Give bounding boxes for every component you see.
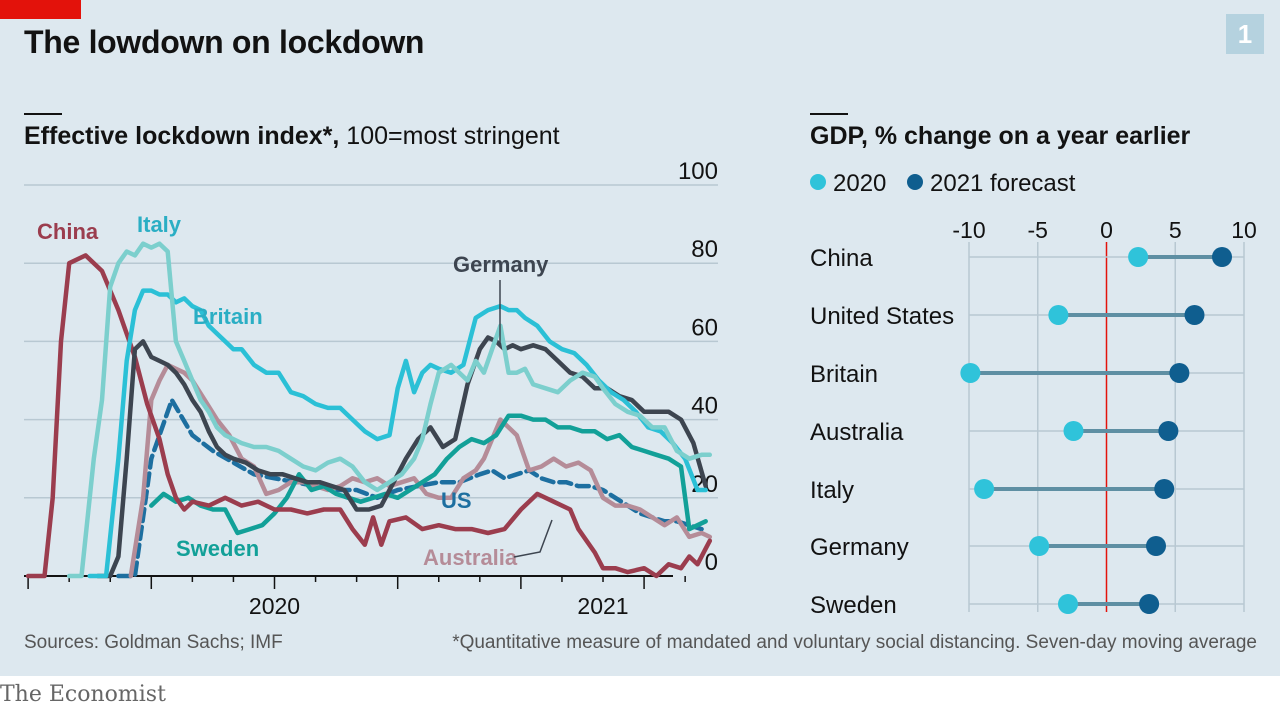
left-chart-title-bold: Effective lockdown index*, (24, 122, 340, 150)
series-line-sweden (149, 413, 708, 536)
brand-logo: The Economist (0, 682, 166, 707)
x-year-label: 2020 (249, 593, 300, 619)
australia-leader-line (513, 519, 553, 558)
category-label: United States (810, 303, 954, 330)
dot-2021-forecast (1158, 421, 1179, 441)
legend-2020-label: 2020 (833, 170, 886, 197)
x-tick-label: -10 (952, 217, 985, 243)
dot-2020 (1048, 305, 1069, 325)
y-tick-label: 60 (691, 314, 718, 341)
footnote: *Quantitative measure of mandated and vo… (452, 632, 1257, 653)
left-chart-title-rest: 100=most stringent (339, 122, 560, 150)
dot-2020 (960, 363, 981, 383)
dot-2021-forecast (1169, 363, 1190, 383)
series-line-britain (87, 288, 708, 579)
chart-number-badge: 1 (1226, 14, 1264, 54)
dot-2021-forecast (1154, 479, 1175, 499)
series-label-germany: Germany (453, 252, 549, 277)
dot-2021-forecast (1146, 536, 1166, 556)
legend-2021-label: 2021 forecast (930, 170, 1076, 197)
dot-2020 (1063, 421, 1084, 441)
series-line-china (25, 253, 713, 579)
series-label-britain: Britain (193, 304, 263, 329)
category-label: Italy (810, 477, 854, 504)
left-chart-title: Effective lockdown index*, 100=most stri… (24, 122, 560, 151)
chart-panel (0, 0, 1280, 676)
brand-red-bar (0, 0, 81, 19)
y-tick-label: 0 (705, 549, 718, 576)
category-label: Germany (810, 534, 909, 561)
category-label: China (810, 245, 873, 272)
category-label: Sweden (810, 592, 897, 619)
category-label: Britain (810, 361, 878, 388)
x-tick-label: 5 (1169, 217, 1182, 243)
category-label: Australia (810, 419, 904, 446)
y-tick-label: 40 (691, 393, 718, 420)
y-tick-label: 80 (691, 236, 718, 263)
dot-2020 (1128, 247, 1149, 267)
dot-2021-forecast (1212, 247, 1232, 267)
series-label-sweden: Sweden (176, 536, 259, 561)
right-chart-title: GDP, % change on a year earlier (810, 122, 1191, 150)
dot-2021-forecast (1184, 305, 1205, 325)
legend-2020-dot (810, 174, 826, 190)
page-title: The lowdown on lockdown (24, 24, 425, 60)
legend-2021-dot (907, 174, 923, 190)
dot-2020 (1029, 536, 1050, 556)
y-tick-label: 100 (678, 158, 718, 185)
series-line-italy (66, 241, 713, 579)
series-line-germany (95, 335, 708, 579)
series-label-china: China (37, 219, 99, 244)
dot-2020 (974, 479, 995, 499)
dot-2020 (1058, 594, 1078, 614)
right-title-rule (810, 113, 848, 115)
sources-note: Sources: Goldman Sachs; IMF (24, 632, 283, 653)
x-tick-label: 0 (1100, 217, 1113, 243)
series-label-australia: Australia (423, 545, 518, 570)
series-label-us: US (441, 488, 472, 513)
x-year-label: 2021 (577, 593, 628, 619)
gdp-chart: 2020 2021 forecast -10 -5 0 5 10 China United St… (810, 170, 1257, 619)
x-tick-label: -5 (1028, 217, 1048, 243)
dot-2021-forecast (1139, 594, 1160, 614)
x-tick-label: 10 (1231, 217, 1257, 243)
left-title-rule (24, 113, 62, 115)
series-label-italy: Italy (137, 212, 182, 237)
